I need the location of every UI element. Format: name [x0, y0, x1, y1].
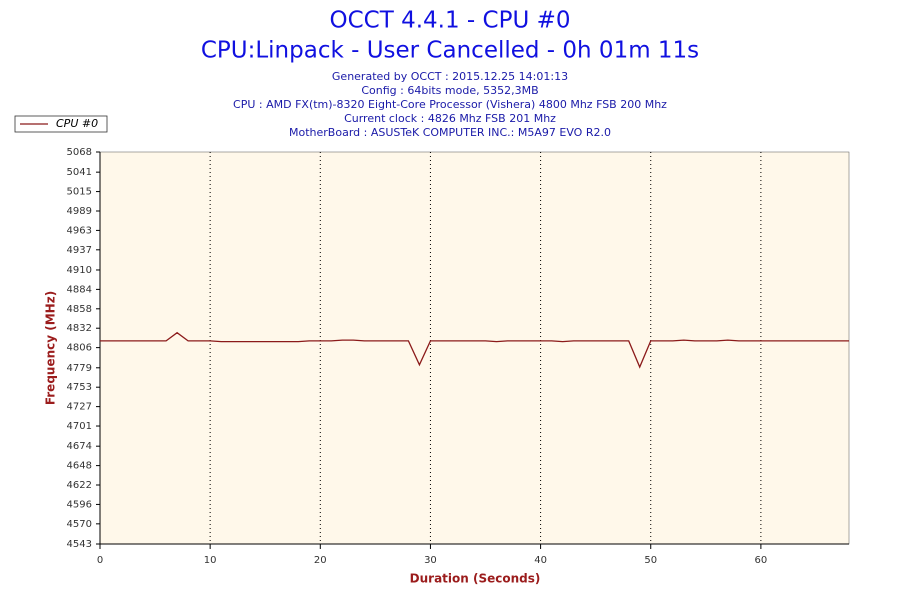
x-tick-label: 50: [644, 555, 657, 566]
y-tick-label: 4779: [67, 363, 92, 374]
y-tick-label: 4963: [67, 225, 92, 236]
y-tick-label: 4858: [67, 304, 92, 315]
data-line: [100, 331, 849, 369]
y-tick-label: 5041: [67, 167, 92, 178]
y-axis-label: Frequency (MHz): [44, 291, 58, 405]
x-tick-label: 30: [424, 555, 437, 566]
y-tick-label: 4832: [67, 323, 92, 334]
chart-title: OCCT 4.4.1 - CPU #0: [329, 8, 570, 34]
info-line: CPU : AMD FX(tm)-8320 Eight-Core Process…: [233, 98, 667, 111]
y-tick-label: 4622: [67, 480, 92, 491]
y-tick-label: 4989: [67, 206, 92, 217]
y-tick-label: 4727: [67, 402, 92, 413]
y-tick-label: 4648: [67, 461, 92, 472]
y-tick-label: 4570: [67, 519, 92, 530]
y-tick-label: 4674: [67, 441, 92, 452]
chart-subtitle: CPU:Linpack - User Cancelled - 0h 01m 11…: [201, 38, 699, 64]
x-tick-label: 40: [534, 555, 547, 566]
x-tick-label: 0: [97, 555, 103, 566]
y-tick-label: 4753: [67, 382, 92, 393]
info-line: Generated by OCCT : 2015.12.25 14:01:13: [332, 70, 568, 83]
y-tick-label: 5015: [67, 187, 92, 198]
x-tick-label: 60: [755, 555, 768, 566]
plot-area: [99, 151, 850, 545]
info-line: Current clock : 4826 Mhz FSB 201 Mhz: [344, 112, 556, 125]
y-tick-label: 4701: [67, 421, 92, 432]
y-tick-label: 4806: [67, 343, 92, 354]
y-tick-label: 4596: [67, 499, 92, 510]
legend-label: CPU #0: [56, 117, 98, 130]
y-tick-label: 4910: [67, 265, 92, 276]
y-tick-label: 4543: [67, 539, 92, 550]
y-tick-label: 5068: [67, 147, 92, 158]
y-tick-label: 4884: [67, 284, 92, 295]
x-tick-label: 10: [204, 555, 217, 566]
x-axis-label: Duration (Seconds): [410, 572, 541, 586]
info-line: Config : 64bits mode, 5352,3MB: [361, 84, 538, 97]
legend-box: [14, 115, 108, 133]
x-tick-label: 20: [314, 555, 327, 566]
info-line: MotherBoard : ASUSTeK COMPUTER INC.: M5A…: [289, 126, 611, 139]
y-tick-label: 4937: [67, 245, 92, 256]
